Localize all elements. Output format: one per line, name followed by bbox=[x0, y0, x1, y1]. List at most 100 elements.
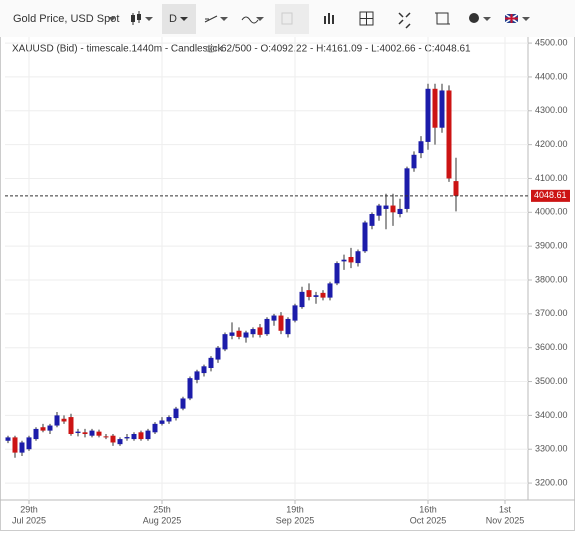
candle-body bbox=[166, 417, 172, 422]
candle-body bbox=[397, 208, 403, 215]
x-tick-label: 1st bbox=[499, 504, 512, 514]
candle-body bbox=[96, 431, 102, 436]
candle-body bbox=[362, 222, 368, 252]
interval-button[interactable] bbox=[162, 4, 196, 34]
symbol-select[interactable]: Gold Price, USD Spot bbox=[13, 13, 119, 25]
y-tick-label: 3800.00 bbox=[535, 274, 568, 284]
visibility-toggle[interactable] bbox=[205, 45, 217, 53]
candle-body bbox=[278, 315, 284, 331]
x-tick-label: 19th bbox=[286, 504, 304, 514]
candle-body bbox=[68, 417, 74, 435]
candle-body bbox=[453, 181, 459, 196]
y-tick-label: 4400.00 bbox=[535, 71, 568, 81]
x-tick-label: Jul 2025 bbox=[12, 515, 46, 525]
chart-title: XAUUSD (Bid) - timescale.1440m - Candles… bbox=[12, 44, 224, 55]
candle-body bbox=[187, 378, 193, 399]
candle-body bbox=[348, 256, 354, 263]
candle-body bbox=[47, 425, 53, 431]
candle-type-button[interactable] bbox=[131, 11, 153, 25]
candle-body bbox=[180, 398, 186, 409]
dropdown-arrow[interactable] bbox=[180, 17, 188, 21]
volume-button[interactable] bbox=[324, 13, 334, 24]
candle-body bbox=[411, 154, 417, 169]
y-tick-label: 3900.00 bbox=[535, 241, 568, 251]
candle-body bbox=[222, 334, 228, 350]
last-price-tag bbox=[531, 189, 570, 202]
candle-body bbox=[138, 432, 144, 440]
candle-body bbox=[404, 168, 410, 209]
candle-body bbox=[33, 428, 39, 440]
candle-body bbox=[299, 291, 305, 308]
candle-body bbox=[54, 415, 60, 426]
candle-body bbox=[131, 434, 137, 440]
x-tick-label: Oct 2025 bbox=[410, 515, 447, 525]
candle-body bbox=[117, 439, 123, 445]
candle-body bbox=[152, 423, 158, 433]
candle-body bbox=[292, 305, 298, 321]
ohlc-info: 62/500 - O:4092.22 - H:4161.09 - L:4002.… bbox=[221, 44, 471, 55]
candle-body bbox=[61, 418, 67, 422]
candle-body bbox=[264, 318, 270, 335]
candle-body bbox=[334, 263, 340, 284]
candle-body bbox=[89, 430, 95, 436]
candle-body bbox=[208, 357, 214, 369]
disabled-icon bbox=[281, 12, 293, 25]
candle-body bbox=[215, 347, 221, 360]
y-tick-label: 4500.00 bbox=[535, 37, 568, 47]
y-tick-label: 3200.00 bbox=[535, 477, 568, 487]
candle-body bbox=[110, 435, 116, 443]
candle-body bbox=[425, 88, 431, 142]
y-tick-label: 3400.00 bbox=[535, 410, 568, 420]
candle-body bbox=[82, 432, 88, 435]
dropdown-arrow[interactable] bbox=[108, 17, 116, 21]
x-tick-label: 29th bbox=[20, 504, 38, 514]
candle-body bbox=[285, 318, 291, 335]
theme-button[interactable] bbox=[469, 13, 491, 23]
y-tick-label: 4300.00 bbox=[535, 105, 568, 115]
candle-body bbox=[327, 283, 333, 298]
y-tick-label: 4000.00 bbox=[535, 207, 568, 217]
candle-body bbox=[369, 214, 375, 226]
x-tick-label: Aug 2025 bbox=[143, 515, 182, 525]
draw-line-button[interactable] bbox=[204, 15, 228, 23]
candle-body bbox=[390, 205, 396, 213]
y-tick-label: 3300.00 bbox=[535, 444, 568, 454]
candle-body bbox=[5, 437, 11, 441]
candle-body bbox=[446, 90, 452, 179]
candle-body bbox=[320, 292, 326, 298]
candle-body bbox=[194, 371, 200, 380]
candle-body bbox=[243, 332, 249, 338]
indicator-button[interactable] bbox=[241, 16, 264, 24]
candle-body bbox=[250, 329, 256, 335]
screenshot-button[interactable] bbox=[435, 12, 450, 25]
candle-body bbox=[145, 430, 151, 440]
candle-body bbox=[12, 437, 18, 453]
fullscreen-button[interactable] bbox=[398, 12, 411, 29]
candle-body bbox=[313, 295, 319, 297]
candle-body bbox=[229, 332, 235, 336]
candle-body bbox=[306, 290, 312, 297]
x-tick-label: Sep 2025 bbox=[276, 515, 315, 525]
x-tick-label: 16th bbox=[419, 504, 437, 514]
candle-body bbox=[103, 436, 109, 438]
y-tick-label: 3700.00 bbox=[535, 308, 568, 318]
candle-body bbox=[439, 90, 445, 128]
candle-body bbox=[257, 327, 263, 335]
interval-label[interactable]: D bbox=[169, 13, 177, 25]
candle-body bbox=[201, 366, 207, 374]
candle-body bbox=[124, 437, 130, 439]
candle-body bbox=[432, 88, 438, 128]
language-button[interactable] bbox=[504, 13, 530, 24]
candle-body bbox=[19, 442, 25, 453]
candle-body bbox=[173, 408, 179, 419]
last-price-label: 4048.61 bbox=[534, 190, 567, 200]
candle-body bbox=[355, 251, 361, 264]
crosshair-button[interactable] bbox=[359, 11, 374, 26]
candle-body bbox=[75, 431, 81, 433]
y-tick-label: 3600.00 bbox=[535, 342, 568, 352]
candle-body bbox=[271, 315, 277, 321]
x-tick-label: 25th bbox=[153, 504, 171, 514]
y-tick-label: 4200.00 bbox=[535, 139, 568, 149]
